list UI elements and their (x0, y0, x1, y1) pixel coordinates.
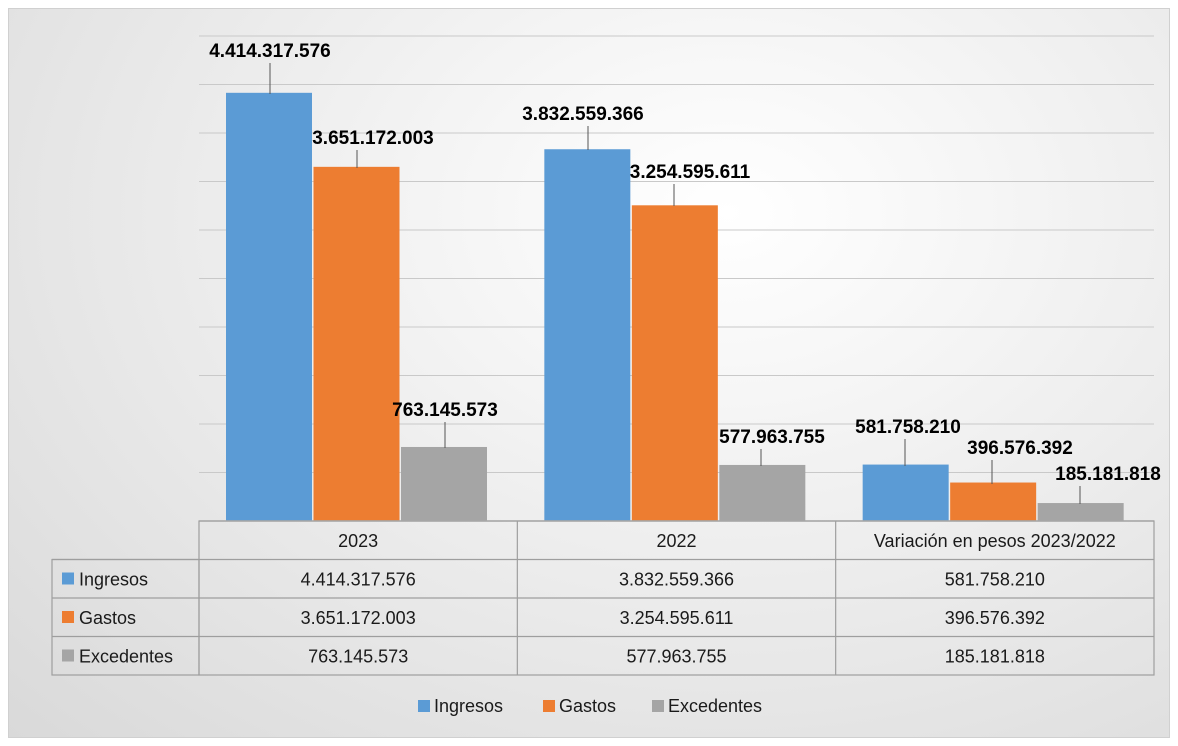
table-cell: 3.651.172.003 (301, 608, 416, 628)
table-row-label: Excedentes (79, 647, 173, 667)
legend-key-swatch (62, 572, 74, 585)
table-cell: 763.145.573 (308, 647, 408, 667)
data-label: 3.254.595.611 (630, 162, 751, 183)
table-header-cell: 2023 (338, 531, 378, 551)
bar-ingresos (226, 92, 312, 522)
bar-gastos (313, 166, 400, 522)
table-cell: 185.181.818 (945, 647, 1045, 667)
table-cell: 577.963.755 (626, 647, 726, 667)
legend-key-swatch (62, 611, 74, 623)
bar-gastos (631, 205, 718, 521)
data-label: 185.181.818 (1055, 464, 1161, 485)
data-label: 581.758.210 (855, 417, 961, 438)
legend-swatch (543, 700, 555, 712)
legend-swatch (652, 700, 664, 712)
legend-label: Excedentes (668, 696, 762, 716)
data-label: 4.414.317.576 (209, 41, 331, 62)
table-header-cell: 2022 (656, 531, 696, 551)
table-cell: 396.576.392 (945, 608, 1045, 628)
data-label: 577.963.755 (719, 427, 825, 448)
table-cell: 3.254.595.611 (620, 608, 734, 628)
data-label: 763.145.573 (392, 400, 498, 421)
legend-label: Ingresos (434, 696, 503, 716)
table-row-label: Ingresos (79, 570, 148, 590)
legend-label: Gastos (559, 696, 616, 716)
data-label: 3.651.172.003 (312, 128, 434, 149)
bar-ingresos (544, 149, 631, 521)
table-row-label: Gastos (79, 608, 136, 628)
data-label: 3.832.559.366 (522, 104, 644, 125)
legend-key-swatch (62, 649, 74, 662)
bar-ingresos (862, 464, 949, 521)
bar-excedentes (401, 446, 487, 521)
table-cell: 4.414.317.576 (301, 570, 416, 590)
bar-gastos (950, 482, 1037, 521)
table-cell: 581.758.210 (945, 570, 1045, 590)
bar-excedentes (1037, 503, 1124, 521)
data-label: 396.576.392 (967, 438, 1073, 459)
bar-excedentes (719, 464, 806, 521)
legend-swatch (418, 700, 430, 712)
table-cell: 3.832.559.366 (619, 570, 734, 590)
table-header-cell: Variación en pesos 2023/2022 (874, 531, 1116, 551)
